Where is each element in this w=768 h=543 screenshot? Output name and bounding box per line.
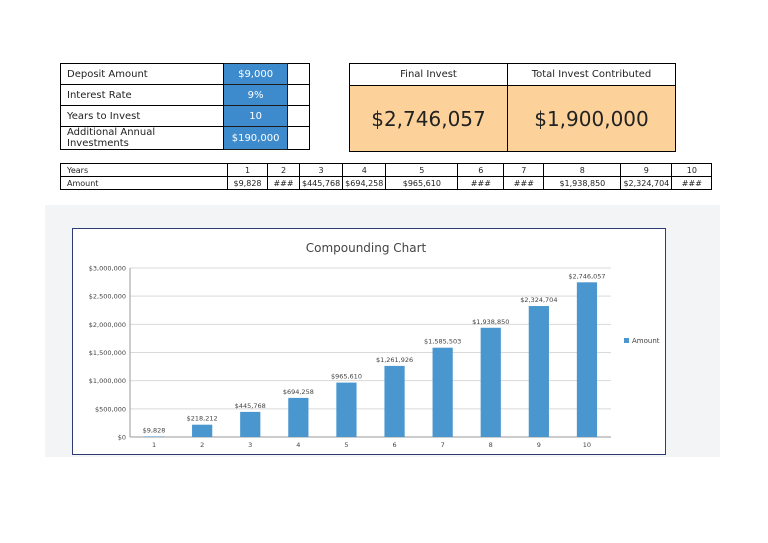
year-cell[interactable]: 4 bbox=[342, 163, 387, 177]
years-to-invest-value[interactable]: 10 bbox=[223, 105, 289, 127]
year-cell[interactable]: 8 bbox=[543, 163, 622, 177]
legend-swatch-amount bbox=[624, 338, 629, 343]
y-axis-ticks: $0 $500,000 $1,000,000 $1,500,000 $2,000,000… bbox=[89, 265, 126, 442]
amount-cell[interactable]: ### bbox=[671, 176, 713, 190]
years-to-invest-label: Years to Invest bbox=[59, 105, 225, 127]
blank-cell bbox=[287, 63, 310, 85]
y-tick-label: $500,000 bbox=[95, 405, 126, 413]
y-tick-label: $2,000,000 bbox=[89, 321, 126, 329]
legend-label-amount: Amount bbox=[632, 337, 660, 345]
bar bbox=[480, 327, 501, 437]
x-tick-label: 6 bbox=[392, 441, 396, 449]
blank-cell bbox=[287, 126, 310, 150]
y-tick-label: $1,500,000 bbox=[89, 349, 126, 357]
bar-data-label: $965,610 bbox=[331, 373, 362, 381]
bar-data-label: $694,258 bbox=[283, 388, 314, 396]
x-tick-label: 1 bbox=[152, 441, 156, 449]
amount-cell[interactable]: $2,324,704 bbox=[620, 176, 673, 190]
input-row-interest: Interest Rate 9% bbox=[59, 84, 310, 106]
year-cell[interactable]: 9 bbox=[620, 163, 673, 177]
bar bbox=[576, 282, 598, 437]
x-tick-label: 8 bbox=[489, 441, 493, 449]
years-row-label: Years bbox=[60, 163, 228, 177]
y-tick-label: $1,000,000 bbox=[89, 377, 126, 385]
interest-rate-label: Interest Rate bbox=[59, 84, 225, 106]
x-tick-label: 10 bbox=[583, 441, 591, 449]
blank-cell bbox=[287, 84, 310, 106]
bar-data-label: $445,768 bbox=[235, 402, 266, 410]
compounding-chart: Compounding Chart $0 $500,000 $1,000,000 $1… bbox=[89, 241, 660, 449]
deposit-amount-label: Deposit Amount bbox=[59, 63, 225, 85]
blank-cell bbox=[287, 105, 310, 127]
y-tick-label: $2,500,000 bbox=[89, 293, 126, 301]
bar-data-label: $218,212 bbox=[187, 415, 218, 423]
final-invest-header: Final Invest bbox=[349, 63, 508, 86]
y-tick-label: $0 bbox=[118, 434, 126, 442]
bar-data-label: $1,261,926 bbox=[376, 356, 413, 364]
deposit-amount-value[interactable]: $9,000 bbox=[223, 63, 289, 85]
amount-row-label: Amount bbox=[60, 176, 228, 190]
bar bbox=[192, 424, 213, 437]
bar-data-label: $2,746,057 bbox=[568, 272, 605, 280]
chart-title: Compounding Chart bbox=[306, 241, 427, 255]
total-contributed-header: Total Invest Contributed bbox=[507, 63, 676, 86]
year-cell[interactable]: 5 bbox=[385, 163, 459, 177]
final-invest-value[interactable]: $2,746,057 bbox=[349, 85, 508, 152]
amount-cell[interactable]: $694,258 bbox=[342, 176, 387, 190]
amount-cell[interactable]: $445,768 bbox=[298, 176, 344, 190]
bar bbox=[528, 306, 549, 437]
total-contributed-value[interactable]: $1,900,000 bbox=[507, 85, 676, 152]
bar bbox=[384, 365, 405, 437]
input-row-additional: Additional Annual Investments $190,000 bbox=[59, 126, 310, 150]
bar bbox=[288, 397, 309, 437]
additional-investments-label: Additional Annual Investments bbox=[59, 126, 225, 150]
bar bbox=[240, 411, 261, 437]
bar-data-label: $1,585,503 bbox=[424, 338, 461, 346]
additional-investments-value[interactable]: $190,000 bbox=[223, 126, 289, 150]
bar bbox=[143, 436, 165, 437]
x-tick-label: 7 bbox=[441, 441, 445, 449]
amount-cell[interactable]: ### bbox=[267, 176, 300, 190]
year-cell[interactable]: 3 bbox=[298, 163, 344, 177]
amount-cell[interactable]: ### bbox=[503, 176, 545, 190]
chart-legend[interactable]: Amount bbox=[624, 337, 660, 345]
chart-frame[interactable]: Compounding Chart $0 $500,000 $1,000,000 $1… bbox=[72, 228, 666, 455]
x-tick-label: 4 bbox=[296, 441, 300, 449]
amount-cell[interactable]: $965,610 bbox=[385, 176, 459, 190]
x-tick-label: 5 bbox=[344, 441, 348, 449]
y-tick-label: $3,000,000 bbox=[89, 265, 126, 273]
x-axis-ticks: 1 2 3 4 5 6 7 8 9 10 bbox=[152, 441, 591, 449]
year-cell[interactable]: 7 bbox=[503, 163, 545, 177]
x-tick-label: 3 bbox=[248, 441, 252, 449]
bar-data-label: $1,938,850 bbox=[472, 318, 509, 326]
year-cell[interactable]: 10 bbox=[671, 163, 713, 177]
amount-cell[interactable]: $1,938,850 bbox=[543, 176, 622, 190]
inputs-table: Deposit Amount $9,000 Interest Rate 9% Y… bbox=[59, 63, 310, 150]
x-tick-label: 2 bbox=[200, 441, 204, 449]
x-tick-label: 9 bbox=[537, 441, 541, 449]
years-amount-table: Years 1 2 3 4 5 6 7 8 9 10 Amount $9,828… bbox=[60, 163, 713, 190]
year-cell[interactable]: 6 bbox=[457, 163, 505, 177]
years-row: Years 1 2 3 4 5 6 7 8 9 10 bbox=[60, 163, 713, 177]
input-row-deposit: Deposit Amount $9,000 bbox=[59, 63, 310, 85]
interest-rate-value[interactable]: 9% bbox=[223, 84, 289, 106]
amount-row: Amount $9,828 ### $445,768 $694,258 $965… bbox=[60, 176, 713, 190]
summary-table: Final Invest Total Invest Contributed $2… bbox=[349, 63, 676, 152]
bar bbox=[432, 347, 453, 437]
bar-data-label: $9,828 bbox=[143, 426, 166, 434]
amount-cell[interactable]: ### bbox=[457, 176, 505, 190]
bar bbox=[336, 382, 357, 437]
year-cell[interactable]: 2 bbox=[267, 163, 300, 177]
bar-data-label: $2,324,704 bbox=[520, 296, 557, 304]
input-row-years: Years to Invest 10 bbox=[59, 105, 310, 127]
amount-cell[interactable]: $9,828 bbox=[227, 176, 268, 190]
year-cell[interactable]: 1 bbox=[227, 163, 268, 177]
chart-bars: $9,828 $218,212 $445,768 $694,258 $965,610 $1… bbox=[143, 272, 606, 437]
